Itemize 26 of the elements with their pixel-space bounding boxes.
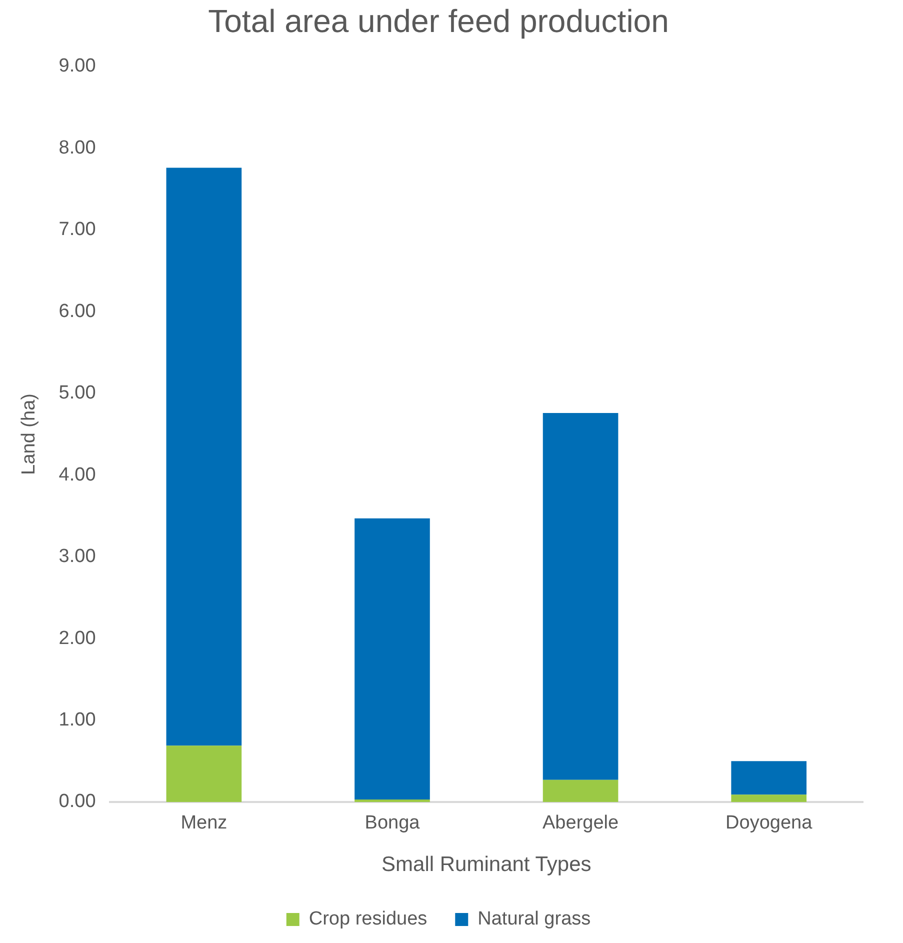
y-tick-label: 4.00 <box>58 464 96 486</box>
y-tick-label: 5.00 <box>58 382 96 404</box>
x-tick-label: Doyogena <box>726 812 813 834</box>
legend-label: Crop residues <box>308 908 428 930</box>
x-axis-title: Small Ruminant Types <box>382 853 592 876</box>
bar <box>542 780 618 802</box>
y-tick-label: 9.00 <box>58 56 96 77</box>
y-tick-label: 3.00 <box>58 546 96 568</box>
y-tick-label: 1.00 <box>58 710 96 730</box>
bar <box>166 746 242 802</box>
y-axis-title: Land (ha) <box>18 394 40 475</box>
chart-title: Total area under feed production <box>208 3 669 40</box>
bar <box>542 412 618 780</box>
y-tick-label: 8.00 <box>58 137 96 158</box>
x-tick-label: Menz <box>180 812 228 834</box>
bar <box>354 518 430 800</box>
x-tick-label: Abergele <box>542 812 619 834</box>
y-tick-label: 2.00 <box>58 628 96 649</box>
legend-label: Natural grass <box>478 908 591 930</box>
bar <box>166 168 242 746</box>
y-tick-label: 0.00 <box>58 791 96 812</box>
bar <box>731 794 807 802</box>
y-tick-label: 7.00 <box>58 219 96 240</box>
x-tick-label: Bonga <box>364 812 420 834</box>
bar <box>731 761 807 795</box>
y-tick-label: 6.00 <box>58 300 96 322</box>
